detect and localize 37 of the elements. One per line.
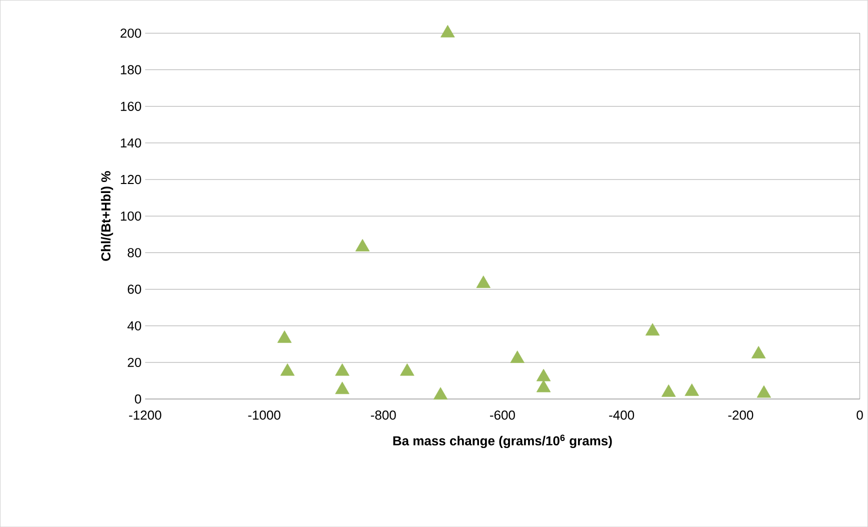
y-tick-label: 200 bbox=[120, 28, 142, 38]
point bbox=[335, 363, 350, 376]
point bbox=[355, 238, 370, 252]
point bbox=[440, 24, 455, 38]
x-tick-label: -1200 bbox=[129, 410, 162, 420]
y-tick-label: 160 bbox=[120, 102, 142, 111]
y-tick-label: 60 bbox=[128, 284, 142, 294]
x-tick-label: 0 bbox=[856, 410, 863, 420]
y-tick-label: 0 bbox=[134, 394, 142, 404]
y-tick-label: 40 bbox=[127, 321, 142, 330]
point bbox=[645, 323, 660, 336]
point bbox=[476, 276, 491, 288]
point bbox=[684, 383, 699, 396]
y-tick-label: 100 bbox=[120, 211, 142, 221]
x-tick-label: -1000 bbox=[248, 410, 280, 420]
y-tick-label: 120 bbox=[120, 174, 142, 184]
point bbox=[662, 384, 676, 397]
y-tick-label: 20 bbox=[128, 358, 142, 367]
y-tick-label: 140 bbox=[120, 138, 142, 148]
y-tick-label: 80 bbox=[128, 248, 142, 258]
point bbox=[510, 350, 524, 363]
point bbox=[335, 382, 350, 394]
y-tick-label: 180 bbox=[120, 65, 142, 74]
point bbox=[433, 387, 448, 400]
x-tick-label: -600 bbox=[490, 410, 515, 420]
x-tick-label: -400 bbox=[609, 410, 634, 420]
x-tick-label: -200 bbox=[728, 410, 754, 420]
point bbox=[756, 385, 772, 398]
x-tick-label: -800 bbox=[370, 410, 396, 420]
point bbox=[536, 368, 551, 382]
point bbox=[751, 346, 766, 358]
point bbox=[400, 363, 414, 376]
point bbox=[280, 363, 295, 376]
point bbox=[536, 380, 551, 392]
point bbox=[277, 330, 292, 343]
x-axis-title: Ba mass change (grams/10$^{6}$ grams) bbox=[393, 434, 612, 448]
y-axis-title: Chl/(Bt+Hbl) % bbox=[100, 171, 114, 261]
